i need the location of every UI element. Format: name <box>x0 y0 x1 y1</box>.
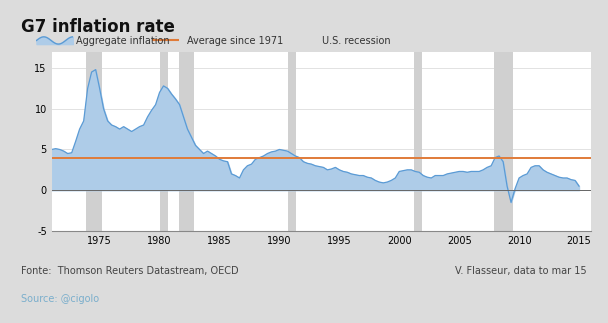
Bar <box>86 52 102 231</box>
Bar <box>413 52 422 231</box>
Text: U.S. recession: U.S. recession <box>322 36 391 46</box>
Bar <box>494 52 513 231</box>
Text: Aggregate inflation: Aggregate inflation <box>76 36 170 46</box>
Text: V. Flasseur, data to mar 15: V. Flasseur, data to mar 15 <box>455 266 587 276</box>
Bar <box>159 52 168 231</box>
Text: G7 inflation rate: G7 inflation rate <box>21 18 175 36</box>
Bar <box>288 52 296 231</box>
Text: Average since 1971: Average since 1971 <box>187 36 283 46</box>
Bar <box>179 52 195 231</box>
Text: Source: @cigolo: Source: @cigolo <box>21 294 99 304</box>
Text: Fonte:  Thomson Reuters Datastream, OECD: Fonte: Thomson Reuters Datastream, OECD <box>21 266 239 276</box>
